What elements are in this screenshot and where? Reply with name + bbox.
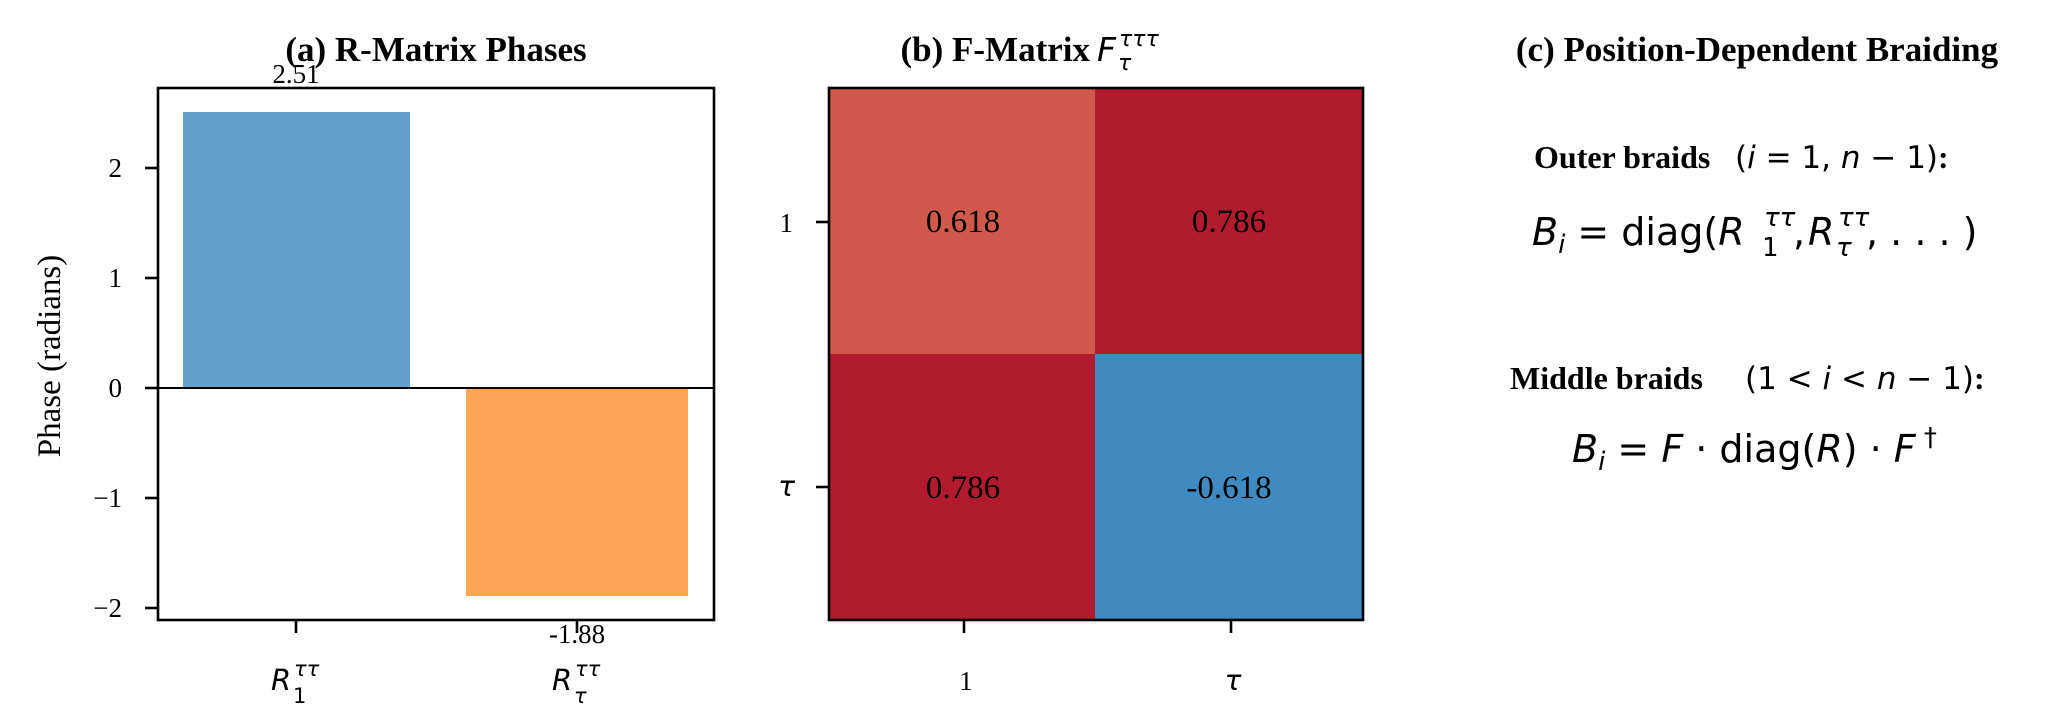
cell-value: -0.618 — [1186, 470, 1271, 506]
svg-text:,: , — [1793, 210, 1805, 254]
svg-text:τττ: τττ — [1119, 27, 1159, 52]
panel-c-title: (c) Position-Dependent Braiding — [1516, 30, 1999, 69]
heatmap-cell — [1095, 354, 1363, 620]
x-tick-label-rtau: R τ ττ — [552, 657, 601, 708]
heatmap-cell — [829, 88, 1095, 354]
outer-braids-formula: Bi = diag(R 1 ττ , R τ ττ , . . . ) — [1532, 203, 1977, 263]
svg-text:(i = 1, n − 1):: (i = 1, n − 1): — [1735, 139, 1949, 176]
svg-text:Bi = F · diag(R) · F †: Bi = F · diag(R) · F † — [1572, 423, 1937, 477]
svg-text:(b) F-Matrix: (b) F-Matrix — [900, 30, 1090, 69]
x-tick-label: 1 — [959, 666, 973, 696]
cell-value: 0.786 — [926, 470, 1000, 506]
svg-text:Middle braids: Middle braids — [1510, 360, 1703, 396]
panel-b-heatmap: (b) F-Matrix F τ τττ 0.618 0.786 0.786 -… — [778, 27, 1365, 697]
middle-braids-formula: Bi = F · diag(R) · F † — [1572, 423, 1937, 477]
heatmap-cell — [1095, 88, 1363, 354]
panel-c-text: (c) Position-Dependent Braiding Outer br… — [1510, 30, 1999, 477]
panel-a-x-ticks — [294, 620, 579, 633]
bar-value-label-rtau: -1.88 — [549, 619, 605, 649]
y-tick-label: 1 — [780, 208, 794, 238]
svg-text:R: R — [552, 663, 572, 697]
svg-text:(1 < i < n − 1):: (1 < i < n − 1): — [1745, 360, 1985, 397]
heatmap-cell — [829, 354, 1095, 620]
x-tick-label: τ — [1225, 664, 1242, 697]
svg-text:1: 1 — [1762, 233, 1779, 263]
y-tick-label: 0 — [109, 373, 123, 403]
svg-text:, . . . ): , . . . ) — [1866, 210, 1977, 254]
panel-a-y-axis-label: Phase (radians) — [32, 255, 68, 458]
cell-value: 0.786 — [1192, 204, 1266, 240]
cell-value: 0.618 — [926, 204, 1000, 240]
svg-text:R: R — [1808, 210, 1834, 254]
bar-r1 — [183, 112, 410, 388]
panel-a-y-ticks — [145, 166, 158, 610]
bar-value-label-r1: 2.51 — [272, 59, 319, 89]
svg-text:τ: τ — [1118, 51, 1132, 76]
middle-braids-heading: Middle braids (1 < i < n − 1): — [1510, 360, 1985, 397]
svg-text:1: 1 — [293, 684, 306, 708]
y-tick-label: τ — [778, 470, 795, 503]
svg-text:ττ: ττ — [575, 657, 601, 681]
panel-a-bar-chart: (a) R-Matrix Phases 2 1 0 −1 −2 Phase (r… — [32, 30, 716, 708]
svg-text:ττ: ττ — [1764, 203, 1796, 233]
y-tick-label: 1 — [109, 263, 123, 293]
panel-a-axes-frame — [156, 86, 716, 622]
outer-braids-heading: Outer braids (i = 1, n − 1): — [1534, 139, 1949, 176]
svg-text:R: R — [271, 663, 291, 697]
svg-text:Bi = diag(R: Bi = diag(R — [1532, 210, 1745, 260]
svg-text:Outer braids: Outer braids — [1534, 139, 1710, 175]
svg-text:τ: τ — [1836, 233, 1852, 263]
svg-text:F: F — [1097, 30, 1117, 69]
svg-text:τ: τ — [574, 684, 587, 708]
y-tick-label: −1 — [93, 483, 122, 513]
svg-text:ττ: ττ — [1838, 203, 1870, 233]
panel-b-ticks — [816, 220, 1233, 633]
panel-b-title: (b) F-Matrix F τ τττ — [900, 27, 1159, 76]
svg-text:ττ: ττ — [294, 657, 320, 681]
panel-a-title: (a) R-Matrix Phases — [285, 30, 586, 69]
y-tick-label: 2 — [109, 153, 123, 183]
x-tick-label-r1: R 1 ττ — [271, 657, 320, 708]
panel-b-axes-frame — [827, 86, 1365, 622]
y-tick-label: −2 — [93, 593, 122, 623]
bar-rtau — [466, 388, 688, 596]
